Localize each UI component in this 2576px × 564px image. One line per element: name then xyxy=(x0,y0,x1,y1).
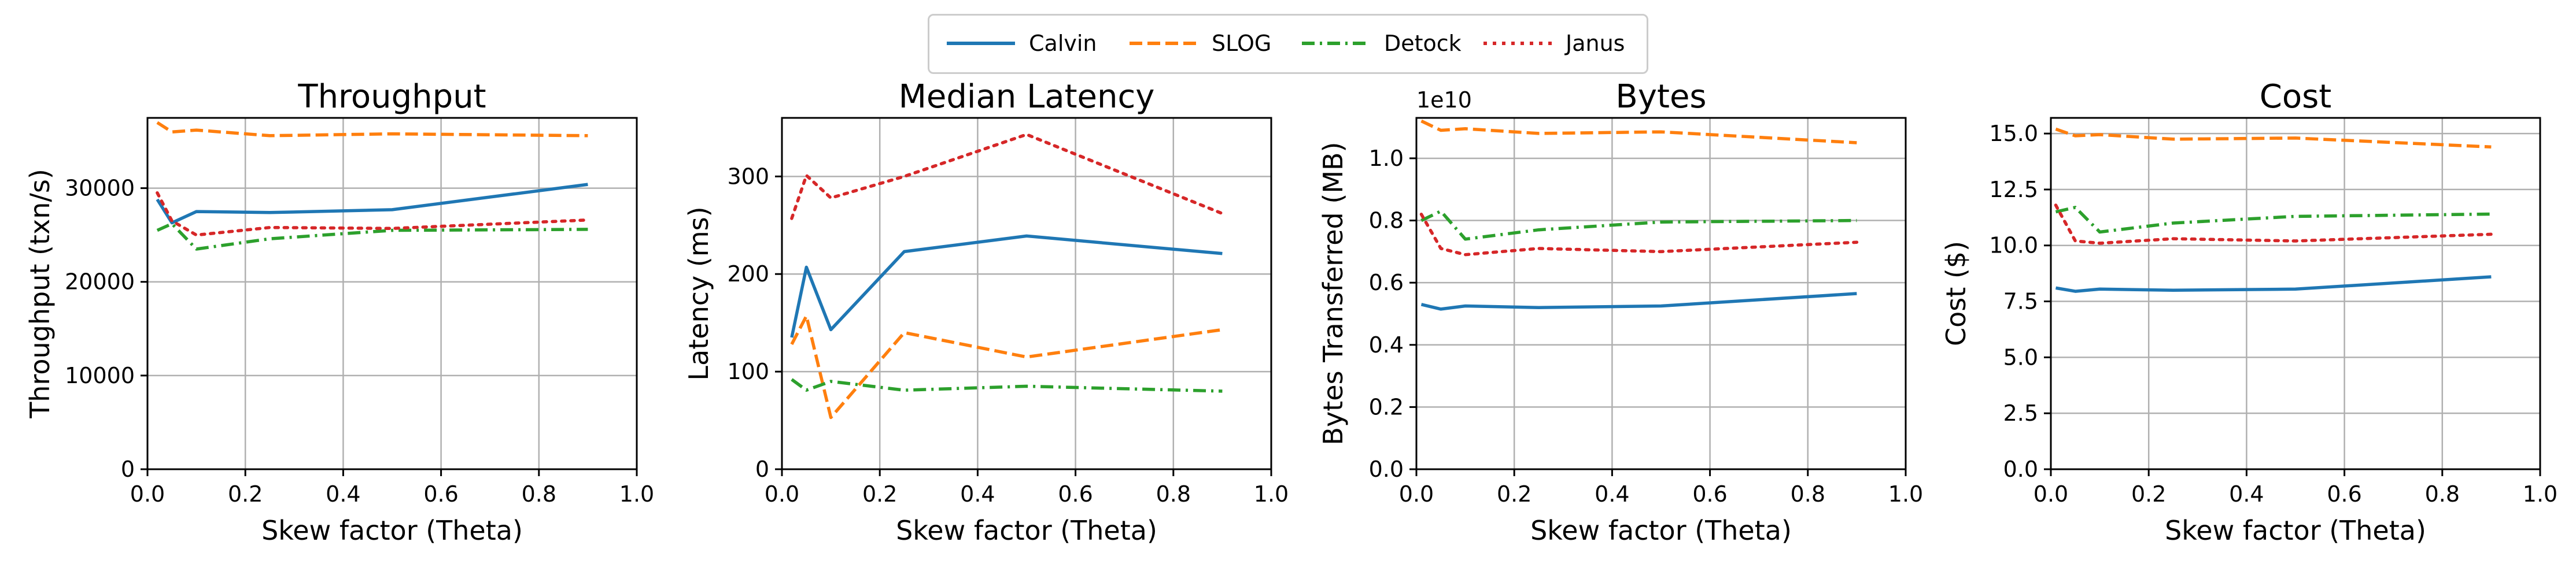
x-tick-label: 1.0 xyxy=(619,481,654,507)
chart-title: Bytes xyxy=(1615,78,1706,116)
y-tick-label: 12.5 xyxy=(1989,177,2038,202)
legend-label-slog: SLOG xyxy=(1212,31,1272,56)
chart-title: Throughput xyxy=(297,78,486,116)
x-tick-label: 0.4 xyxy=(960,481,995,507)
x-axis-label: Skew factor (Theta) xyxy=(2165,515,2426,546)
x-tick-label: 0.6 xyxy=(1058,481,1093,507)
y-tick-label: 1.0 xyxy=(1369,146,1404,171)
chart-title: Median Latency xyxy=(899,78,1155,116)
chart-2: 0.0 0.2 0.4 0.6 0.8 1.0 0 100 200 300 Median Laten… xyxy=(683,78,1289,546)
legend-swatch-slog xyxy=(1130,42,1198,45)
series-line-detock xyxy=(156,222,588,251)
chart-4: 0.0 0.2 0.4 0.6 0.8 1.0 0.0 2.5 5.0 7.5 10.0 12.5 15… xyxy=(1940,78,2557,546)
y-tick-label: 0.0 xyxy=(1369,457,1404,482)
x-tick-label: 0.8 xyxy=(1791,481,1825,507)
y-offset-label: 1e10 xyxy=(1416,87,1472,113)
legend-label-calvin: Calvin xyxy=(1029,31,1097,56)
y-tick-label: 0 xyxy=(121,457,135,482)
plot-frame xyxy=(146,117,638,470)
y-tick-label: 30000 xyxy=(65,176,135,201)
y-tick-label: 5.0 xyxy=(2003,344,2038,370)
series-line-slog xyxy=(156,121,588,138)
y-tick-label: 100 xyxy=(727,359,769,384)
series-line-detock xyxy=(2055,206,2492,234)
legend-label-janus: Janus xyxy=(1566,31,1625,56)
x-tick-label: 0.4 xyxy=(2229,481,2264,507)
legend-swatch-calvin xyxy=(947,42,1015,45)
y-axis-label: Throughput (txn/s) xyxy=(24,169,56,419)
x-tick-label: 0.6 xyxy=(1692,481,1727,507)
legend-swatch-detock xyxy=(1302,42,1370,45)
series-line-calvin xyxy=(156,183,588,225)
x-axis-label: Skew factor (Theta) xyxy=(261,515,523,546)
y-tick-label: 15.0 xyxy=(1989,121,2038,146)
y-tick-label: 10.0 xyxy=(1989,233,2038,258)
y-tick-label: 200 xyxy=(727,261,769,287)
y-tick-label: 7.5 xyxy=(2003,289,2038,314)
y-tick-label: 0.2 xyxy=(1369,394,1404,420)
series-line-detock xyxy=(1420,209,1857,241)
series-line-janus xyxy=(790,132,1224,220)
x-tick-label: 0.0 xyxy=(765,481,799,507)
x-tick-label: 1.0 xyxy=(2523,481,2557,507)
x-tick-label: 0.6 xyxy=(423,481,458,507)
y-axis-label: Bytes Transferred (MB) xyxy=(1317,142,1349,445)
x-tick-label: 0.0 xyxy=(2034,481,2068,507)
x-tick-label: 0.2 xyxy=(862,481,897,507)
y-tick-label: 0 xyxy=(755,457,769,482)
y-tick-label: 300 xyxy=(727,164,769,189)
x-tick-label: 1.0 xyxy=(1254,481,1289,507)
y-tick-label: 0.6 xyxy=(1369,270,1404,295)
y-tick-label: 0.8 xyxy=(1369,208,1404,233)
x-tick-label: 0.6 xyxy=(2327,481,2361,507)
series-line-slog xyxy=(1420,119,1857,144)
chart-1: 0.0 0.2 0.4 0.6 0.8 1.0 0 10000 20000 30000 Throug… xyxy=(24,78,654,546)
y-tick-label: 20000 xyxy=(65,269,135,295)
series-line-calvin xyxy=(790,234,1223,338)
chart-3: 0.0 0.2 0.4 0.6 0.8 1.0 0.0 0.2 0.4 0.6 0.8 1.0 Byte… xyxy=(1317,78,1923,546)
series-line-calvin xyxy=(2055,275,2492,293)
chart-title: Cost xyxy=(2260,78,2332,116)
x-axis-label: Skew factor (Theta) xyxy=(896,515,1157,546)
x-tick-label: 1.0 xyxy=(1888,481,1923,507)
series-line-janus xyxy=(2054,203,2493,245)
y-tick-label: 0.0 xyxy=(2003,457,2038,482)
series-line-janus xyxy=(1419,213,1859,257)
series-line-slog xyxy=(790,314,1223,420)
plot-frame xyxy=(781,117,1272,470)
x-tick-label: 0.8 xyxy=(1156,481,1191,507)
x-axis-label: Skew factor (Theta) xyxy=(1530,515,1792,546)
y-tick-label: 10000 xyxy=(65,363,135,388)
x-tick-label: 0.4 xyxy=(326,481,360,507)
x-tick-label: 0.2 xyxy=(1497,481,1531,507)
legend: Calvin SLOG Detock Janus xyxy=(928,14,1648,74)
series-line-slog xyxy=(2055,127,2492,149)
plot-frame xyxy=(1415,117,1907,470)
series-line-detock xyxy=(791,378,1223,393)
x-tick-label: 0.4 xyxy=(1595,481,1629,507)
x-tick-label: 0.2 xyxy=(2131,481,2166,507)
legend-swatch-janus xyxy=(1483,42,1552,45)
legend-label-detock: Detock xyxy=(1384,31,1462,56)
y-tick-label: 2.5 xyxy=(2003,400,2038,426)
series-line-calvin xyxy=(1420,292,1857,311)
y-tick-label: 0.4 xyxy=(1369,332,1404,358)
y-axis-label: Latency (ms) xyxy=(683,206,714,380)
plot-frame xyxy=(2050,117,2541,470)
x-tick-label: 0.2 xyxy=(228,481,263,507)
x-tick-label: 0.0 xyxy=(1399,481,1434,507)
x-tick-label: 0.8 xyxy=(522,481,556,507)
y-axis-label: Cost ($) xyxy=(1940,241,1972,346)
x-tick-label: 0.8 xyxy=(2425,481,2460,507)
x-tick-label: 0.0 xyxy=(130,481,165,507)
series-line-janus xyxy=(156,191,590,237)
